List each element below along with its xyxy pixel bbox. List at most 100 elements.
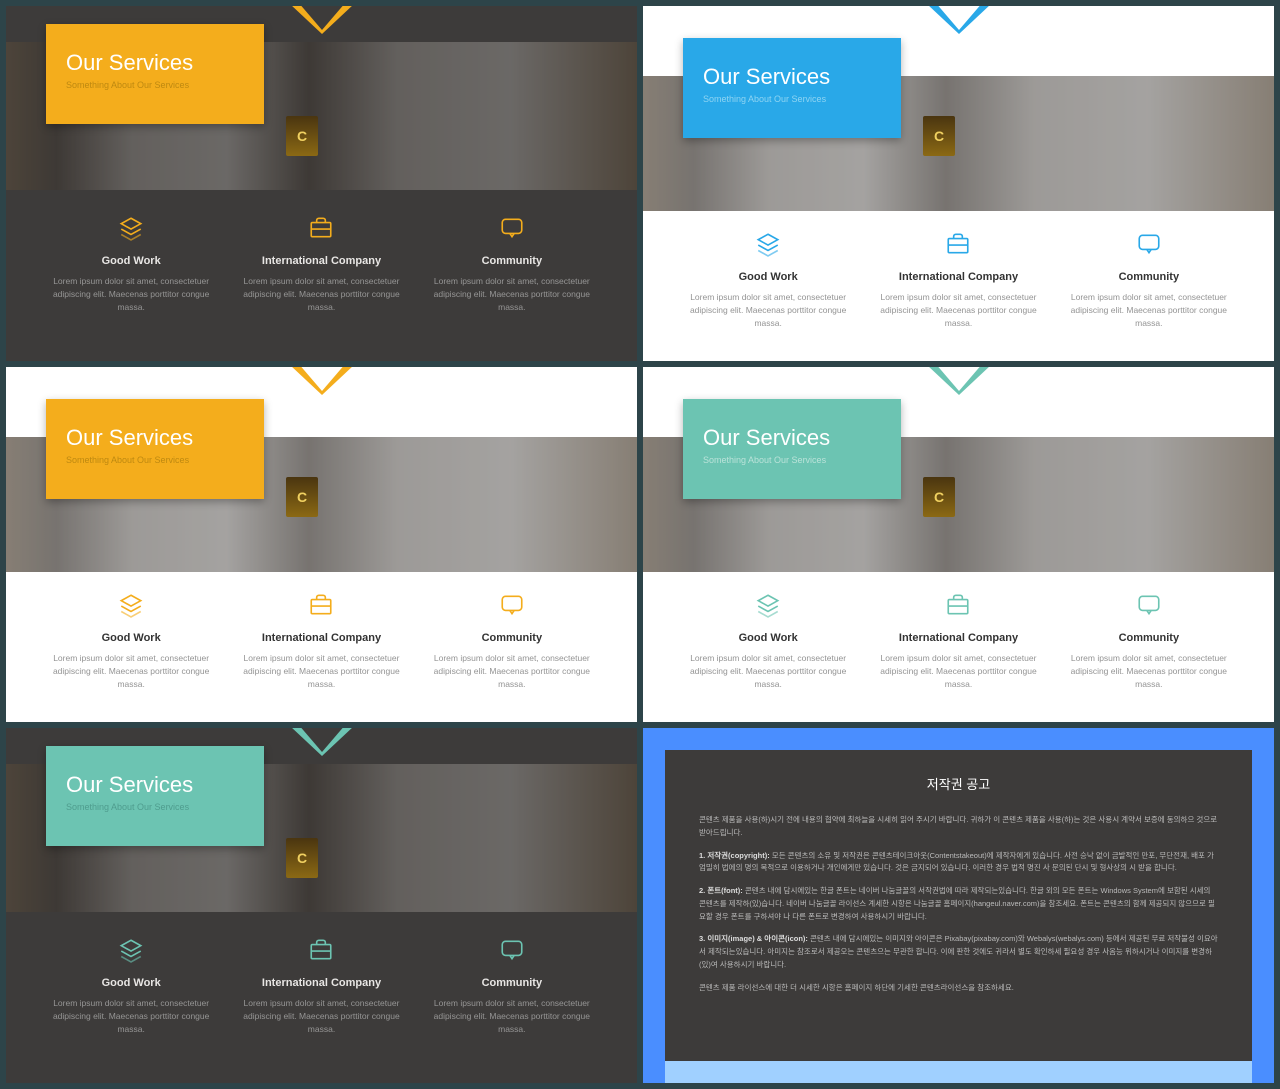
features-row: Good Work Lorem ipsum dolor sit amet, co… xyxy=(6,195,637,361)
chat-icon xyxy=(1136,231,1162,257)
feature-body: Lorem ipsum dolor sit amet, consectetuer… xyxy=(873,291,1043,329)
briefcase-icon xyxy=(945,592,971,618)
chevron-icon: .slide[data-name='slide-s1'] .chevron::a… xyxy=(290,6,354,34)
slide-subtitle: Something About Our Services xyxy=(66,802,244,812)
layers-icon xyxy=(755,231,781,257)
chevron-icon: .slide[data-name='slide-s4'] .chevron::a… xyxy=(927,367,991,395)
copyright-content: 저작권 공고 콘텐츠 제품을 사용(하)시기 전에 내용의 협약에 최하늘을 시… xyxy=(665,750,1252,1061)
feature-body: Lorem ipsum dolor sit amet, consectetuer… xyxy=(236,275,406,313)
briefcase-icon xyxy=(308,937,334,963)
watermark-badge: C xyxy=(923,477,955,517)
feature-0: Good Work Lorem ipsum dolor sit amet, co… xyxy=(673,592,863,702)
feature-body: Lorem ipsum dolor sit amet, consectetuer… xyxy=(46,652,216,690)
feature-title: Good Work xyxy=(46,977,216,989)
features-row: Good Work Lorem ipsum dolor sit amet, co… xyxy=(643,572,1274,722)
feature-title: Community xyxy=(1064,632,1234,644)
slide-subtitle: Something About Our Services xyxy=(703,455,881,465)
template-grid: .slide[data-name='slide-s1'] .chevron::a… xyxy=(0,0,1280,1089)
chevron-icon: .slide[data-name='slide-s2'] .chevron::a… xyxy=(927,6,991,34)
slide-s2: .slide[data-name='slide-s2'] .chevron::a… xyxy=(643,6,1274,361)
copyright-title: 저작권 공고 xyxy=(699,774,1218,796)
chat-icon xyxy=(499,215,525,241)
feature-title: Community xyxy=(427,255,597,267)
feature-title: International Company xyxy=(236,632,406,644)
copyright-slide: 저작권 공고 콘텐츠 제품을 사용(하)시기 전에 내용의 협약에 최하늘을 시… xyxy=(643,728,1274,1083)
slide-subtitle: Something About Our Services xyxy=(66,455,244,465)
slide-subtitle: Something About Our Services xyxy=(703,94,881,104)
chat-icon xyxy=(499,937,525,963)
layers-icon xyxy=(118,937,144,963)
chevron-icon: .slide[data-name='slide-s5'] .chevron::a… xyxy=(290,728,354,756)
title-box: Our Services Something About Our Service… xyxy=(46,399,264,499)
title-box: Our Services Something About Our Service… xyxy=(46,746,264,846)
feature-1: International Company Lorem ipsum dolor … xyxy=(226,592,416,702)
copyright-p3: 2. 폰트(font): 콘텐츠 내에 담시에있는 한글 폰트는 네이버 나눔글… xyxy=(699,885,1218,923)
slide-title: Our Services xyxy=(66,50,244,76)
feature-body: Lorem ipsum dolor sit amet, consectetuer… xyxy=(1064,652,1234,690)
feature-0: Good Work Lorem ipsum dolor sit amet, co… xyxy=(36,215,226,341)
feature-0: Good Work Lorem ipsum dolor sit amet, co… xyxy=(36,937,226,1063)
feature-2: Community Lorem ipsum dolor sit amet, co… xyxy=(417,215,607,341)
feature-2: Community Lorem ipsum dolor sit amet, co… xyxy=(1054,231,1244,341)
feature-2: Community Lorem ipsum dolor sit amet, co… xyxy=(417,592,607,702)
copyright-p2: 1. 저작권(copyright): 모든 콘텐츠의 소유 및 저작권은 콘텐츠… xyxy=(699,850,1218,876)
feature-title: Community xyxy=(427,632,597,644)
feature-body: Lorem ipsum dolor sit amet, consectetuer… xyxy=(236,652,406,690)
layers-icon xyxy=(755,592,781,618)
watermark-badge: C xyxy=(286,838,318,878)
feature-2: Community Lorem ipsum dolor sit amet, co… xyxy=(1054,592,1244,702)
feature-body: Lorem ipsum dolor sit amet, consectetuer… xyxy=(427,275,597,313)
copyright-p1: 콘텐츠 제품을 사용(하)시기 전에 내용의 협약에 최하늘을 시세히 읽어 주… xyxy=(699,814,1218,840)
feature-1: International Company Lorem ipsum dolor … xyxy=(226,937,416,1063)
feature-title: Good Work xyxy=(46,632,216,644)
feature-title: Good Work xyxy=(683,632,853,644)
watermark-badge: C xyxy=(286,477,318,517)
watermark-badge: C xyxy=(923,116,955,156)
title-box: Our Services Something About Our Service… xyxy=(683,38,901,138)
feature-body: Lorem ipsum dolor sit amet, consectetuer… xyxy=(46,275,216,313)
feature-body: Lorem ipsum dolor sit amet, consectetuer… xyxy=(1064,291,1234,329)
title-box: Our Services Something About Our Service… xyxy=(46,24,264,124)
copyright-p5: 콘텐츠 제품 라이선스에 대한 더 시세한 시항은 홈페이지 하단에 기세한 콘… xyxy=(699,982,1218,995)
feature-1: International Company Lorem ipsum dolor … xyxy=(226,215,416,341)
feature-0: Good Work Lorem ipsum dolor sit amet, co… xyxy=(36,592,226,702)
slide-s3: .slide[data-name='slide-s3'] .chevron::a… xyxy=(6,367,637,722)
slide-subtitle: Something About Our Services xyxy=(66,80,244,90)
slide-s1: .slide[data-name='slide-s1'] .chevron::a… xyxy=(6,6,637,361)
feature-body: Lorem ipsum dolor sit amet, consectetuer… xyxy=(236,997,406,1035)
watermark-badge: C xyxy=(286,116,318,156)
briefcase-icon xyxy=(945,231,971,257)
chat-icon xyxy=(1136,592,1162,618)
title-box: Our Services Something About Our Service… xyxy=(683,399,901,499)
features-row: Good Work Lorem ipsum dolor sit amet, co… xyxy=(643,211,1274,361)
feature-body: Lorem ipsum dolor sit amet, consectetuer… xyxy=(427,997,597,1035)
feature-title: Good Work xyxy=(46,255,216,267)
features-row: Good Work Lorem ipsum dolor sit amet, co… xyxy=(6,572,637,722)
feature-body: Lorem ipsum dolor sit amet, consectetuer… xyxy=(46,997,216,1035)
feature-2: Community Lorem ipsum dolor sit amet, co… xyxy=(417,937,607,1063)
features-row: Good Work Lorem ipsum dolor sit amet, co… xyxy=(6,917,637,1083)
feature-body: Lorem ipsum dolor sit amet, consectetuer… xyxy=(427,652,597,690)
feature-1: International Company Lorem ipsum dolor … xyxy=(863,231,1053,341)
feature-body: Lorem ipsum dolor sit amet, consectetuer… xyxy=(683,652,853,690)
layers-icon xyxy=(118,215,144,241)
feature-body: Lorem ipsum dolor sit amet, consectetuer… xyxy=(873,652,1043,690)
slide-title: Our Services xyxy=(66,425,244,451)
feature-body: Lorem ipsum dolor sit amet, consectetuer… xyxy=(683,291,853,329)
feature-title: Good Work xyxy=(683,271,853,283)
slide-s5: .slide[data-name='slide-s5'] .chevron::a… xyxy=(6,728,637,1083)
briefcase-icon xyxy=(308,215,334,241)
briefcase-icon xyxy=(308,592,334,618)
slide-s4: .slide[data-name='slide-s4'] .chevron::a… xyxy=(643,367,1274,722)
feature-title: International Company xyxy=(873,632,1043,644)
chat-icon xyxy=(499,592,525,618)
slide-title: Our Services xyxy=(703,64,881,90)
slide-title: Our Services xyxy=(66,772,244,798)
feature-title: Community xyxy=(1064,271,1234,283)
feature-0: Good Work Lorem ipsum dolor sit amet, co… xyxy=(673,231,863,341)
feature-title: International Company xyxy=(236,255,406,267)
feature-title: Community xyxy=(427,977,597,989)
copyright-p4: 3. 이미지(image) & 아이콘(icon): 콘텐츠 내에 담시에있는 … xyxy=(699,933,1218,971)
slide-title: Our Services xyxy=(703,425,881,451)
chevron-icon: .slide[data-name='slide-s3'] .chevron::a… xyxy=(290,367,354,395)
